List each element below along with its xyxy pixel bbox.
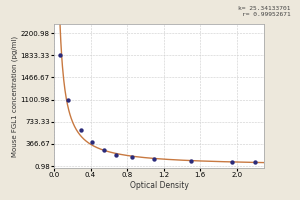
X-axis label: Optical Density: Optical Density [130,181,188,190]
Point [152,157,157,161]
Point [230,160,234,164]
Point [114,153,118,156]
Point [102,149,106,152]
Text: k= 25.34133701
r= 0.99952671: k= 25.34133701 r= 0.99952671 [238,6,291,17]
Point [129,156,134,159]
Point [79,128,84,131]
Point [253,161,257,164]
Y-axis label: Mouse FGL1 concentration (pg/ml): Mouse FGL1 concentration (pg/ml) [11,35,18,157]
Point [65,98,70,101]
Point [90,140,95,144]
Point [189,159,194,162]
Point [58,54,63,57]
